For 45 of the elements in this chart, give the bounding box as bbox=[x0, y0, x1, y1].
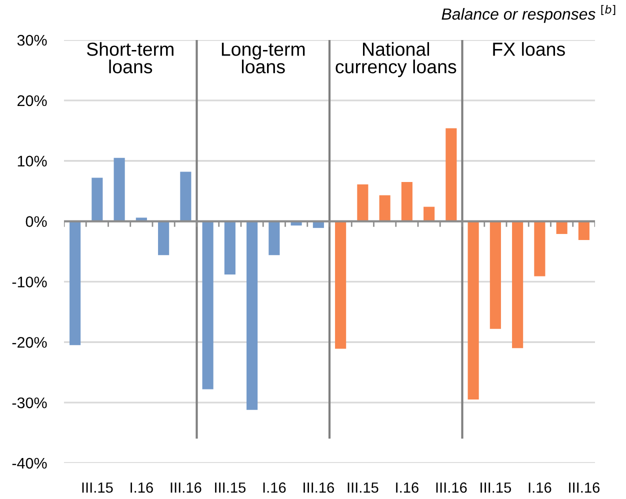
x-tick-label: III.15 bbox=[82, 482, 113, 493]
bar bbox=[92, 178, 103, 222]
x-tick-label: III.16 bbox=[569, 482, 600, 493]
bar bbox=[224, 221, 236, 274]
bar bbox=[158, 221, 170, 256]
bar bbox=[578, 221, 590, 240]
x-tick-label: III.16 bbox=[170, 482, 202, 493]
x-tick-label: III.16 bbox=[436, 482, 467, 493]
bar bbox=[534, 221, 546, 276]
x-tick-label: III.15 bbox=[480, 482, 512, 493]
bar bbox=[446, 128, 457, 222]
annotation: Long-term loans bbox=[222, 42, 305, 74]
annotation: Short-term loans bbox=[86, 42, 174, 74]
x-tick-label: III.15 bbox=[215, 482, 246, 493]
y-tick-label: -40% bbox=[12, 458, 47, 469]
bar bbox=[556, 221, 568, 234]
x-tick-label: III.16 bbox=[304, 482, 334, 493]
annotation: National currency loans bbox=[336, 42, 456, 78]
x-tick-label: III.15 bbox=[348, 482, 378, 493]
x-tick-label: I.16 bbox=[528, 482, 552, 493]
bar bbox=[490, 221, 501, 329]
bar bbox=[335, 221, 346, 349]
y-tick-label: 0% bbox=[26, 216, 47, 227]
y-tick-label: -20% bbox=[12, 337, 47, 348]
bar bbox=[357, 184, 368, 222]
bar bbox=[180, 172, 192, 222]
y-tick-label: 10% bbox=[18, 156, 47, 167]
bar bbox=[202, 221, 214, 390]
bar bbox=[401, 182, 412, 222]
bar bbox=[246, 221, 258, 410]
bar bbox=[379, 195, 390, 222]
x-tick-label: I.16 bbox=[130, 482, 153, 493]
y-tick-label: 20% bbox=[18, 95, 47, 106]
y-axis-title: Balance or responses $^{[b]}$ bbox=[442, 4, 616, 23]
y-tick-label: -10% bbox=[12, 276, 47, 288]
bar bbox=[468, 221, 479, 400]
y-tick-label: 30% bbox=[17, 34, 47, 46]
bar bbox=[268, 221, 280, 256]
y-tick-label: -30% bbox=[12, 397, 47, 408]
x-tick-label: I.16 bbox=[263, 482, 286, 493]
annotation: FX loans bbox=[493, 42, 565, 56]
x-tick-label: I.16 bbox=[396, 482, 418, 493]
bar bbox=[114, 158, 125, 222]
bar bbox=[512, 221, 524, 348]
bar bbox=[70, 221, 81, 346]
